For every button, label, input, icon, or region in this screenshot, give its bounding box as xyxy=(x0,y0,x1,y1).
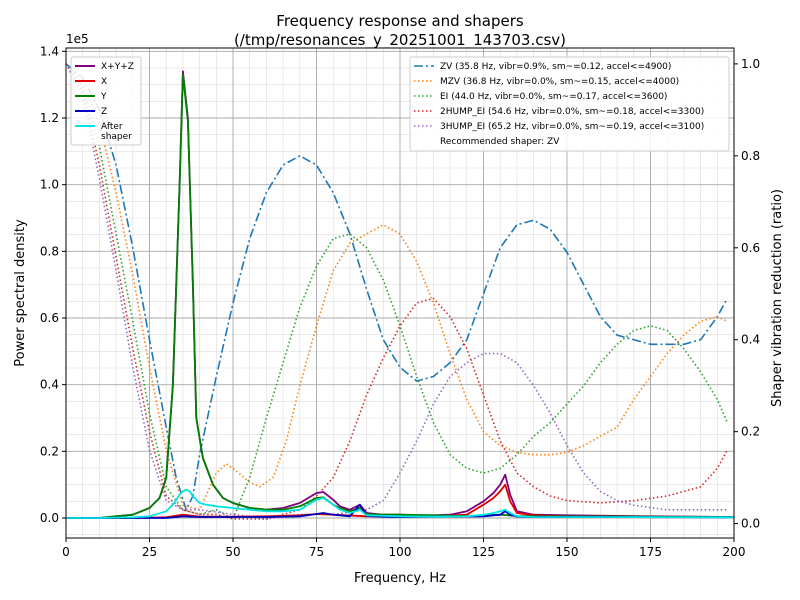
psd-curve xyxy=(66,488,735,519)
y-left-tick-label: 0.2 xyxy=(40,444,59,458)
legend-psd-label: After shaper xyxy=(101,122,132,142)
y-right-tick-label: 1.0 xyxy=(741,57,760,71)
y-right-tick-label: 0.2 xyxy=(741,425,760,439)
y-left-tick-label: 0.8 xyxy=(40,244,59,258)
x-tick-label: 150 xyxy=(556,545,579,559)
shaper-curve xyxy=(65,63,728,511)
y-left-tick-label: 1.0 xyxy=(40,178,59,192)
x-tick-label: 200 xyxy=(723,545,746,559)
y-right-tick-label: 0.0 xyxy=(741,517,760,531)
y-right-tick-label: 0.6 xyxy=(741,241,760,255)
x-tick-label: 0 xyxy=(62,545,70,559)
legend-shaper-label: 3HUMP_EI (65.2 Hz, vibr=0.0%, sm~=0.19, … xyxy=(440,122,704,132)
psd-curve xyxy=(66,73,735,519)
legend-shaper-box xyxy=(409,56,730,152)
legend-recommendation: Recommended shaper: ZV xyxy=(440,137,560,147)
x-tick-label: 100 xyxy=(389,545,412,559)
y-axis-right-label: Shaper vibration reduction (ratio) xyxy=(770,189,785,407)
x-tick-label: 75 xyxy=(309,545,324,559)
x-tick-label: 125 xyxy=(472,545,495,559)
left-axis-scale-label: 1e5 xyxy=(66,32,89,46)
x-tick-label: 50 xyxy=(225,545,240,559)
chart-title-line1: Frequency response and shapers xyxy=(276,12,524,30)
y-right-tick-label: 0.8 xyxy=(741,149,760,163)
shaper-curve xyxy=(65,63,729,520)
psd-curves xyxy=(66,70,735,519)
y-axis-left-label: Power spectral density xyxy=(13,219,28,367)
shaper-curve xyxy=(65,63,729,511)
y-right-tick-label: 0.4 xyxy=(741,333,760,347)
legend-shapers: ZV (35.8 Hz, vibr=0.9%, sm~=0.12, accel<… xyxy=(409,56,730,152)
x-tick-label: 175 xyxy=(639,545,662,559)
plot-frame xyxy=(65,47,735,539)
shaper-curves xyxy=(65,63,729,520)
x-tick-label: 25 xyxy=(142,545,157,559)
legend-psd-box xyxy=(70,56,142,146)
y-left-tick-label: 1.2 xyxy=(40,111,59,125)
shaper-curve xyxy=(65,63,728,520)
y-left-tick-label: 0.4 xyxy=(40,378,59,392)
y-left-tick-label: 0.6 xyxy=(40,311,59,325)
legend-psd-label: X xyxy=(101,77,107,87)
y-left-tick-label: 0.0 xyxy=(40,511,59,525)
y-left-tick-label: 1.4 xyxy=(40,44,59,58)
legend-psd-label: Z xyxy=(101,107,107,117)
chart-title-line2: (/tmp/resonances_y_20251001_143703.csv) xyxy=(234,31,566,50)
legend-psd-label: X+Y+Z xyxy=(101,62,134,72)
legend-shaper-label: MZV (36.8 Hz, vibr=0.0%, sm~=0.15, accel… xyxy=(440,77,679,87)
legend-psd: X+Y+Z XYZ After shaper xyxy=(70,56,142,146)
axis-ticks: 0 25 50 75 100 125 150 175 200 0.0 0.2 0.4 0.6 0.8 1.0… xyxy=(40,44,760,559)
shaper-curve xyxy=(65,63,729,520)
legend-shaper-label: 2HUMP_EI (54.6 Hz, vibr=0.0%, sm~=0.18, … xyxy=(440,107,704,117)
x-axis-label: Frequency, Hz xyxy=(354,571,446,586)
legend-shaper-label: EI (44.0 Hz, vibr=0.0%, sm~=0.17, accel<… xyxy=(440,92,667,102)
legend-shaper-label: ZV (35.8 Hz, vibr=0.9%, sm~=0.12, accel<… xyxy=(440,62,671,72)
legend-psd-label: Y xyxy=(100,92,107,102)
